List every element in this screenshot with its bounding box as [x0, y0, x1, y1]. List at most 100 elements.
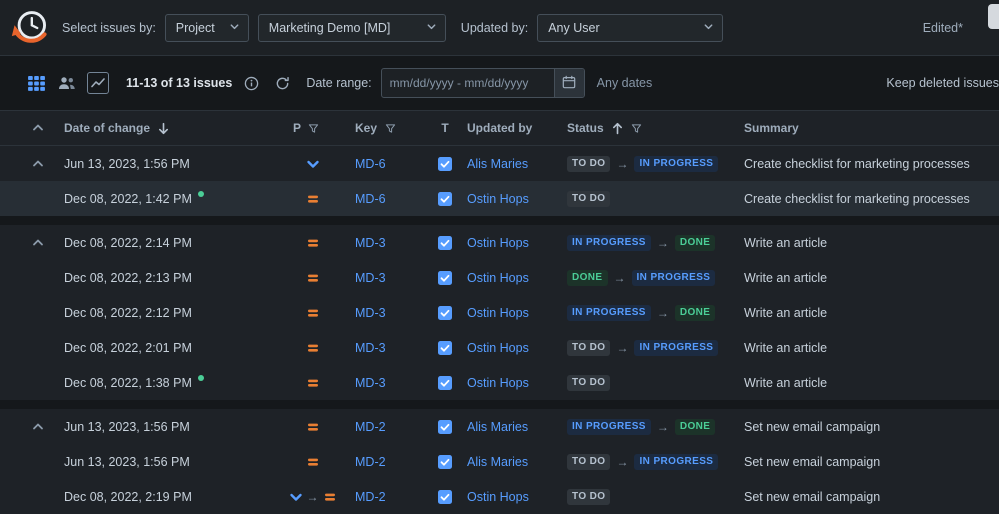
row-caret-cell [0, 409, 58, 444]
key-filter-icon[interactable] [385, 123, 396, 134]
updated-by-cell: Ostin Hops [460, 225, 560, 260]
status-cell: IN PROGRESS → DONE [560, 225, 735, 260]
grid-view-icon[interactable] [25, 72, 47, 94]
user-link[interactable]: Ostin Hops [467, 489, 529, 504]
transition-arrow-icon: → [616, 454, 629, 469]
user-link[interactable]: Ostin Hops [467, 235, 529, 250]
updated-by-cell: Ostin Hops [460, 479, 560, 514]
status-cell: TO DO [560, 365, 735, 400]
keep-deleted-issues-label[interactable]: Keep deleted issues [886, 76, 999, 90]
updated-by-cell: Alis Maries [460, 146, 560, 181]
header-date-of-change[interactable]: Date of change [58, 111, 285, 145]
collapse-all-icon[interactable] [31, 121, 45, 135]
type-cell [430, 479, 460, 514]
issue-key-link[interactable]: MD-2 [355, 454, 386, 469]
row-caret-cell [0, 365, 58, 400]
project-select-value: Marketing Demo [MD] [268, 20, 391, 35]
table-row[interactable]: Dec 08, 2022, 2:12 PM MD-3 Ostin Hops IN PR… [0, 295, 999, 330]
change-date: Dec 08, 2022, 1:38 PM [64, 375, 192, 390]
issues-by-select[interactable]: Project [164, 13, 249, 42]
priority-medium-icon [306, 306, 320, 320]
header-updated-by[interactable]: Updated by [460, 111, 560, 145]
calendar-button[interactable] [553, 69, 584, 97]
row-caret-cell [0, 330, 58, 365]
chart-view-icon[interactable] [87, 72, 109, 94]
status-cell: IN PROGRESS → DONE [560, 409, 735, 444]
collapse-group-icon[interactable] [31, 236, 45, 250]
app-logo-icon [10, 8, 50, 48]
status-cell: DONE → IN PROGRESS [560, 260, 735, 295]
table-row[interactable]: Jun 13, 2023, 1:56 PM MD-6 Alis Maries TO D… [0, 146, 999, 181]
user-link[interactable]: Ostin Hops [467, 375, 529, 390]
status-badge: TO DO [567, 374, 611, 391]
priority-filter-icon[interactable] [308, 123, 319, 134]
priority-cell [285, 260, 340, 295]
users-view-icon[interactable] [56, 72, 78, 94]
calendar-icon [562, 75, 576, 92]
key-cell: MD-2 [340, 444, 430, 479]
table-row[interactable]: Dec 08, 2022, 2:13 PM MD-3 Ostin Hops DONE →… [0, 260, 999, 295]
header-priority-label: P [293, 121, 302, 135]
select-issues-by-label: Select issues by: [62, 20, 156, 35]
issue-key-link[interactable]: MD-6 [355, 156, 386, 171]
user-select[interactable]: Any User [537, 13, 724, 42]
user-link[interactable]: Alis Maries [467, 419, 529, 434]
priority-medium-icon [306, 236, 320, 250]
issue-key-link[interactable]: MD-3 [355, 305, 386, 320]
status-filter-icon[interactable] [631, 123, 642, 134]
user-link[interactable]: Alis Maries [467, 156, 529, 171]
change-date: Dec 08, 2022, 2:01 PM [64, 340, 192, 355]
cutoff-toggle[interactable] [988, 4, 999, 29]
table-row[interactable]: Jun 13, 2023, 1:56 PM MD-2 Alis Maries IN P… [0, 409, 999, 444]
collapse-group-icon[interactable] [31, 157, 45, 171]
updated-by-cell: Ostin Hops [460, 260, 560, 295]
status-badge: DONE [674, 234, 716, 251]
table-row[interactable]: Dec 08, 2022, 1:38 PM MD-3 Ostin Hops TO DO… [0, 365, 999, 400]
change-date: Jun 13, 2023, 1:56 PM [64, 156, 190, 171]
collapse-group-icon[interactable] [31, 420, 45, 434]
header-status[interactable]: Status [560, 111, 735, 145]
user-link[interactable]: Alis Maries [467, 454, 529, 469]
issue-key-link[interactable]: MD-6 [355, 191, 386, 206]
issue-key-link[interactable]: MD-2 [355, 489, 386, 504]
summary-cell: Write an article [735, 365, 999, 400]
issue-key-link[interactable]: MD-3 [355, 375, 386, 390]
summary-cell: Write an article [735, 260, 999, 295]
date-cell: Dec 08, 2022, 2:01 PM [58, 330, 285, 365]
updated-by-label: Updated by: [460, 20, 529, 35]
issue-key-link[interactable]: MD-3 [355, 235, 386, 250]
user-link[interactable]: Ostin Hops [467, 340, 529, 355]
issue-key-link[interactable]: MD-2 [355, 419, 386, 434]
info-icon[interactable] [244, 76, 259, 91]
table-row[interactable]: Jun 13, 2023, 1:56 PM MD-2 Alis Maries TO D… [0, 444, 999, 479]
priority-medium-icon [306, 376, 320, 390]
issue-key-link[interactable]: MD-3 [355, 270, 386, 285]
header-type[interactable]: T [430, 111, 460, 145]
issue-key-link[interactable]: MD-3 [355, 340, 386, 355]
status-badge: DONE [674, 304, 716, 321]
row-caret-cell [0, 295, 58, 330]
header-summary[interactable]: Summary [735, 111, 999, 145]
date-range-input[interactable] [381, 69, 554, 97]
table-row[interactable]: Dec 08, 2022, 2:01 PM MD-3 Ostin Hops TO DO… [0, 330, 999, 365]
new-change-dot [197, 190, 204, 197]
user-link[interactable]: Ostin Hops [467, 270, 529, 285]
summary-text: Write an article [744, 235, 828, 250]
user-link[interactable]: Ostin Hops [467, 305, 529, 320]
user-link[interactable]: Ostin Hops [467, 191, 529, 206]
project-select[interactable]: Marketing Demo [MD] [257, 13, 446, 42]
top-filter-bar: Select issues by: Project Marketing Demo… [0, 0, 999, 56]
change-date: Dec 08, 2022, 2:12 PM [64, 305, 192, 320]
header-priority[interactable]: P [285, 111, 340, 145]
table-row[interactable]: Dec 08, 2022, 1:42 PM MD-6 Ostin Hops TO DO… [0, 181, 999, 216]
sort-descending-icon [157, 122, 170, 135]
date-cell: Dec 08, 2022, 2:14 PM [58, 225, 285, 260]
priority-low-icon [306, 157, 320, 171]
table-row[interactable]: Dec 08, 2022, 2:19 PM → MD-2 Ostin Hops TO D… [0, 479, 999, 514]
table-row[interactable]: Dec 08, 2022, 2:14 PM MD-3 Ostin Hops IN PR… [0, 225, 999, 260]
header-key[interactable]: Key [340, 111, 430, 145]
transition-arrow-icon: → [656, 235, 669, 250]
refresh-icon[interactable] [275, 76, 290, 91]
updated-by-cell: Ostin Hops [460, 365, 560, 400]
summary-text: Write an article [744, 305, 828, 320]
